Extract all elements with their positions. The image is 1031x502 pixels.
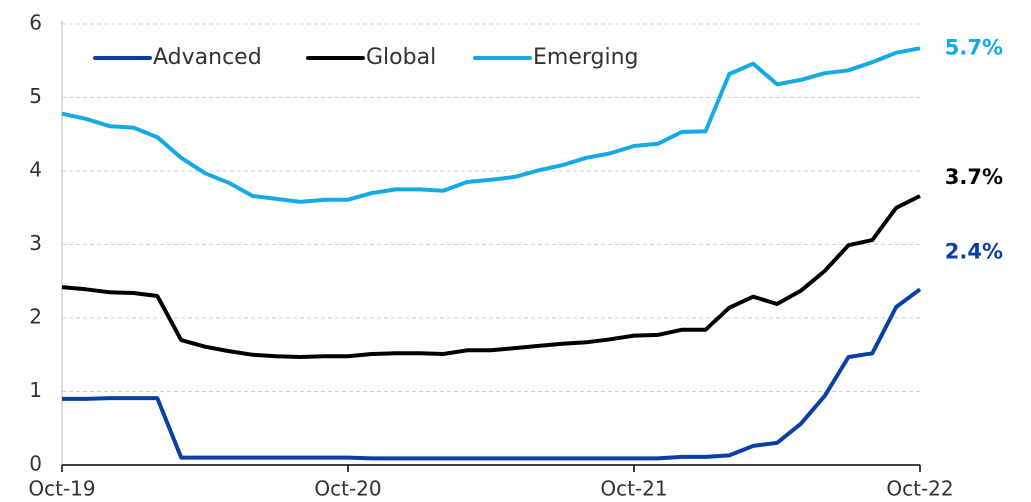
y-tick-label: 4 <box>29 158 42 182</box>
x-tick-label: Oct-19 <box>28 477 95 501</box>
x-tick-label: Oct-20 <box>314 477 381 501</box>
end-label: 2.4% <box>945 239 1003 263</box>
end-label: 5.7% <box>945 35 1003 59</box>
legend-label: Emerging <box>533 45 639 70</box>
y-tick-label: 0 <box>29 452 42 476</box>
x-tick-label: Oct-22 <box>886 477 953 501</box>
y-tick-label: 6 <box>29 11 42 35</box>
y-tick-label: 2 <box>29 305 42 329</box>
series-line <box>62 287 922 461</box>
legend-label: Advanced <box>153 45 262 70</box>
y-tick-label: 1 <box>29 378 42 402</box>
y-tick-label: 3 <box>29 231 42 255</box>
end-label: 3.7% <box>945 165 1003 189</box>
y-tick-label: 5 <box>29 84 42 108</box>
series-line <box>61 46 921 204</box>
series-line <box>61 194 921 359</box>
x-tick-label: Oct-21 <box>600 477 667 501</box>
legend-label: Global <box>366 45 436 70</box>
